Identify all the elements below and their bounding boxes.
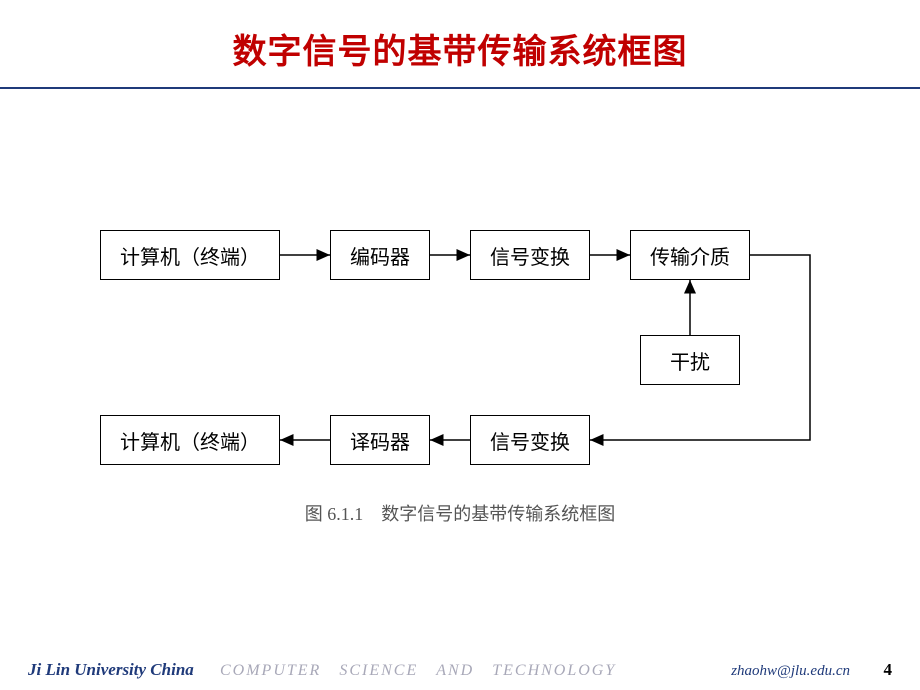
flow-node-n7: 译码器 [330, 415, 430, 465]
footer-university: Ji Lin University China [28, 660, 194, 680]
footer: Ji Lin University China COMPUTER SCIENCE… [0, 654, 920, 680]
footer-department: COMPUTER SCIENCE AND TECHNOLOGY [220, 662, 616, 680]
figure-caption: 图 6.1.1 数字信号的基带传输系统框图 [0, 500, 920, 526]
flow-node-n3: 信号变换 [470, 230, 590, 280]
flow-node-n4: 传输介质 [630, 230, 750, 280]
footer-page-number: 4 [884, 660, 893, 680]
flow-node-n5: 干扰 [640, 335, 740, 385]
flow-node-n2: 编码器 [330, 230, 430, 280]
flow-diagram: 计算机（终端）编码器信号变换传输介质干扰信号变换译码器计算机（终端） [0, 0, 920, 690]
footer-email: zhaohw@jlu.edu.cn [731, 663, 850, 680]
diagram-edges [0, 0, 920, 690]
flow-node-n8: 计算机（终端） [100, 415, 280, 465]
flow-node-n1: 计算机（终端） [100, 230, 280, 280]
flow-node-n6: 信号变换 [470, 415, 590, 465]
